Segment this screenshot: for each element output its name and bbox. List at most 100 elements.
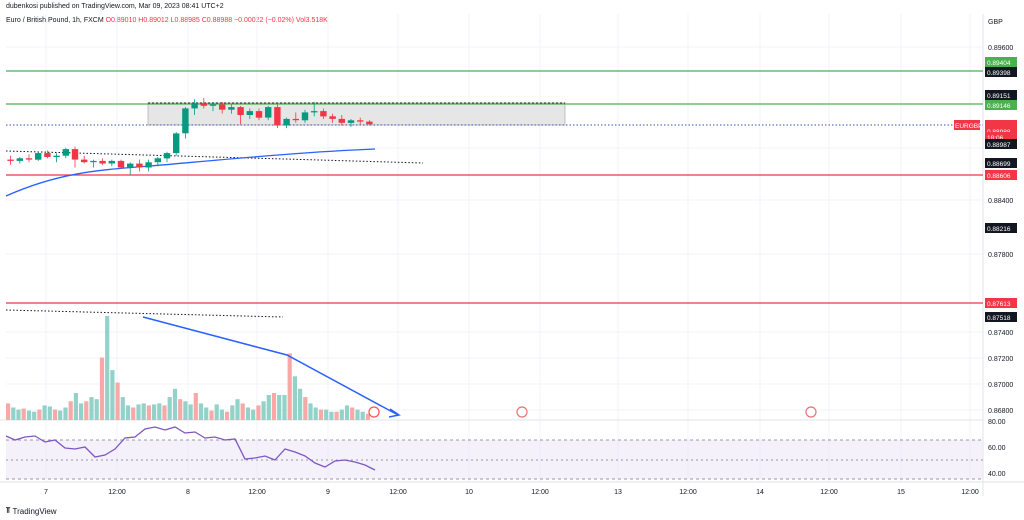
symbol-legend[interactable]: Euro / British Pound, 1h, FXCM O0.89010 … xyxy=(6,17,328,24)
price-label-text: 0.88216 xyxy=(987,226,1011,233)
volume-bar xyxy=(136,404,141,420)
candle-body xyxy=(182,108,189,134)
rsi-tick-label: 40.00 xyxy=(988,471,1006,478)
volume-bar xyxy=(298,388,303,420)
volume-bar xyxy=(94,399,99,420)
price-label-box xyxy=(985,67,1017,77)
price-label-text: 0.87518 xyxy=(987,315,1011,322)
volume-bar xyxy=(89,397,94,420)
time-tick-label: 15 xyxy=(897,489,905,496)
volume-bar xyxy=(308,403,313,420)
candle-body xyxy=(7,159,14,161)
volume-bar xyxy=(141,403,146,420)
volume-bar xyxy=(16,409,21,420)
volume-bar xyxy=(261,401,266,420)
candle-body xyxy=(163,153,171,159)
candle-body xyxy=(255,111,263,118)
volume-bar xyxy=(162,405,167,420)
volume-bar xyxy=(240,403,245,420)
volume-bar xyxy=(292,376,297,420)
volume-bar xyxy=(350,407,355,420)
price-label-box xyxy=(985,132,1017,142)
volume-bar xyxy=(277,395,282,420)
volume-bar xyxy=(230,405,235,420)
price-tick-label: 0.88400 xyxy=(988,198,1013,205)
price-tick-label: 0.87200 xyxy=(988,356,1013,363)
price-tick-label: 0.89600 xyxy=(988,45,1013,52)
price-label-tag xyxy=(954,90,980,100)
volume-bar xyxy=(37,409,42,420)
volume-bar xyxy=(6,403,11,420)
volume-bar xyxy=(334,411,339,420)
price-label-box xyxy=(985,139,1017,149)
moving-average-line xyxy=(5,148,376,197)
candle-body xyxy=(127,163,134,168)
brand-name: TradingView xyxy=(12,506,57,516)
candle-body xyxy=(154,158,161,163)
candle-body xyxy=(274,107,281,126)
candle-body xyxy=(228,107,235,110)
time-tick-label: 12:00 xyxy=(389,489,407,496)
rsi-band xyxy=(6,440,983,479)
volume-bar xyxy=(235,399,240,420)
candle-body xyxy=(320,111,327,117)
volume-bar xyxy=(225,411,230,420)
rsi-tick-label: 80.00 xyxy=(988,419,1006,426)
volume-bar xyxy=(198,403,204,420)
price-label-box xyxy=(985,158,1017,168)
currency-label: GBP xyxy=(988,19,1003,26)
price-label-text: 0.88606 xyxy=(987,173,1011,180)
volume-bar xyxy=(120,397,125,420)
volume-bar xyxy=(287,353,292,420)
candle-body xyxy=(145,162,152,168)
candle-body xyxy=(246,111,253,115)
volume-bar xyxy=(146,405,151,420)
candle-body xyxy=(136,163,143,168)
lightning-event-icon xyxy=(368,406,380,418)
volume-bar xyxy=(125,405,131,420)
volume-bar xyxy=(219,409,224,420)
volume-bar xyxy=(193,393,198,420)
volume-bar xyxy=(157,403,162,420)
price-label-text: 0.88987 xyxy=(987,142,1011,149)
tradingview-logo-icon: ⫪ xyxy=(6,506,10,515)
time-tick-label: 12:00 xyxy=(679,489,697,496)
price-label-tag xyxy=(954,67,980,77)
volume-bar xyxy=(324,409,329,420)
price-label-box xyxy=(985,126,1017,136)
footer-brand: ⫪ TradingView xyxy=(6,506,57,516)
volume-bar xyxy=(214,404,219,420)
volume-bar xyxy=(110,370,115,420)
volume-bar xyxy=(204,407,209,420)
volume-bar xyxy=(167,397,172,420)
candle-body xyxy=(191,103,198,109)
volume-bar xyxy=(360,411,365,420)
time-tick-label: 12:00 xyxy=(961,489,979,496)
lower-dotted-line xyxy=(5,309,284,318)
candle-body xyxy=(53,155,60,157)
candle-body xyxy=(35,153,42,160)
price-label-text: 0.89151 xyxy=(987,93,1011,100)
candle-body xyxy=(117,160,125,168)
volume-bar xyxy=(84,401,89,420)
volume-bar xyxy=(183,401,188,420)
price-label-tag xyxy=(954,223,980,233)
candle-body xyxy=(209,104,217,106)
volume-bar xyxy=(105,316,110,420)
volume-bar xyxy=(251,409,256,420)
candle-body xyxy=(219,104,226,110)
volume-bar xyxy=(73,393,78,420)
volume-bar xyxy=(52,409,58,420)
candle-body xyxy=(292,118,299,121)
price-tick-label: 0.87400 xyxy=(988,330,1013,337)
volume-bar xyxy=(318,409,324,420)
rsi-tick-label: 60.00 xyxy=(988,445,1006,452)
volume-bar xyxy=(63,407,68,420)
price-label-text: 0.88699 xyxy=(987,161,1011,168)
volume-trend-line xyxy=(142,316,399,416)
volume-bar xyxy=(245,407,251,420)
volume-bar xyxy=(21,408,26,420)
volume-bar xyxy=(42,405,47,420)
price-label-text: 18:06 xyxy=(987,135,1004,142)
